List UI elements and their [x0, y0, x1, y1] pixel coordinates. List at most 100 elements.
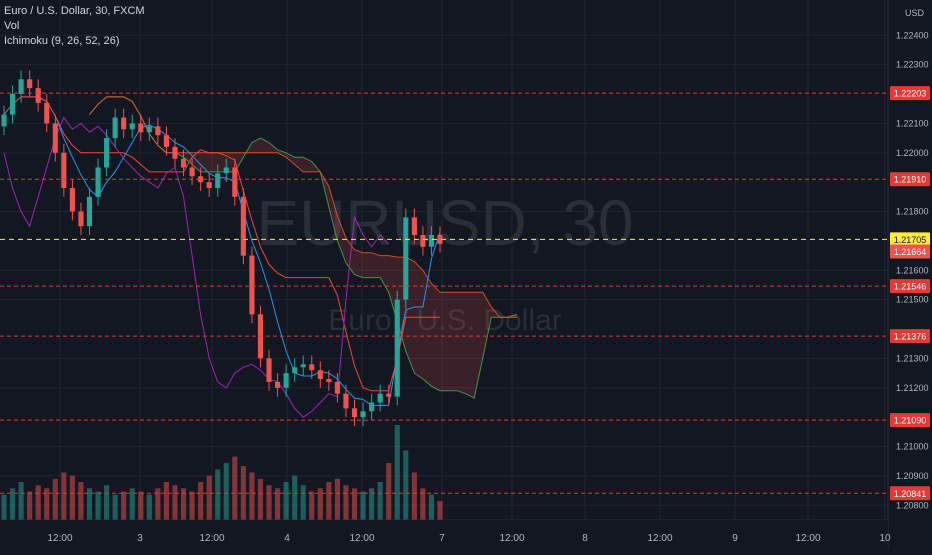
level-price-badge: 1.21546 — [894, 282, 927, 292]
candle-body — [138, 123, 144, 133]
volume-bar — [223, 463, 229, 520]
time-tick-label: 10 — [879, 533, 891, 544]
volume-bar — [428, 494, 435, 520]
volume-bar — [351, 488, 358, 520]
candle-body — [283, 373, 289, 388]
volume-bar — [249, 472, 255, 520]
volume-bar — [27, 491, 33, 520]
candle-body — [155, 126, 161, 136]
candle-body — [61, 152, 67, 189]
level-price-badge: 1.21090 — [894, 416, 927, 426]
candle-body — [223, 167, 229, 174]
volume-bar — [189, 491, 195, 520]
candle-body — [240, 196, 246, 256]
time-tick-label: 12:00 — [47, 533, 72, 544]
candle-body — [360, 411, 366, 418]
chart-legend: Euro / U.S. Dollar, 30, FXCM Vol Ichimok… — [4, 4, 145, 49]
symbol-label[interactable]: Euro / U.S. Dollar, 30, FXCM — [4, 5, 145, 17]
time-tick-label: 7 — [439, 533, 445, 544]
time-tick-label: 12:00 — [349, 533, 374, 544]
candle-body — [394, 299, 400, 397]
volume-bar — [112, 494, 118, 520]
candle-body — [317, 370, 323, 379]
volume-bar — [411, 472, 417, 520]
level-price-badge-bg — [890, 279, 930, 294]
candle-body — [249, 255, 255, 315]
volume-bar — [300, 485, 306, 520]
time-axis-bg — [0, 520, 888, 550]
candle-body — [377, 393, 383, 403]
candle-body — [266, 358, 272, 382]
time-tick-label: 12:00 — [647, 533, 672, 544]
volume-bar — [292, 475, 298, 520]
volume-indicator-label[interactable]: Vol — [4, 20, 20, 32]
candle-body — [428, 235, 435, 247]
ichimoku-indicator-label[interactable]: Ichimoku (9, 26, 52, 26) — [4, 35, 120, 47]
volume-bar — [146, 494, 152, 520]
candle-body — [309, 364, 315, 371]
candle-body — [163, 135, 169, 147]
currency-label: USD — [905, 8, 925, 18]
time-tick-label: 8 — [582, 533, 588, 544]
current-price-badge: 1.21705 — [894, 235, 927, 245]
price-tick-label: 1.22000 — [896, 148, 929, 158]
volume-bar — [61, 472, 67, 520]
candle-body — [215, 173, 221, 189]
candle-body — [146, 126, 152, 133]
candle-body — [351, 408, 358, 418]
price-axis: 1.22400 1.22300 1.22100 1.22000 1.21800 1.216… — [887, 0, 930, 550]
volume-bar — [95, 491, 101, 520]
candle-body — [189, 167, 195, 177]
level-price-badge-bg — [890, 172, 930, 187]
candle-body — [180, 158, 187, 168]
candle-body — [78, 211, 84, 227]
volume-bar — [1, 494, 7, 520]
price-tick-label: 1.20800 — [896, 500, 929, 510]
price-tick-label: 1.21200 — [896, 383, 929, 393]
volume-bar — [232, 456, 238, 520]
candle-body — [1, 114, 7, 127]
level-price-badge-bg — [890, 86, 930, 101]
volume-bar — [35, 485, 41, 520]
candles — [1, 70, 443, 426]
candle-body — [437, 235, 443, 244]
price-tick-label: 1.20900 — [896, 471, 929, 481]
cloud-fill — [89, 96, 517, 399]
volume-bar — [9, 488, 16, 520]
time-tick-label: 12:00 — [199, 533, 224, 544]
time-tick-label: 9 — [732, 533, 738, 544]
volume-bar — [180, 488, 187, 520]
tenkan-sen-line — [3, 96, 441, 406]
volume-bar — [343, 485, 349, 520]
kijun-sen-line — [3, 96, 440, 392]
candle-body — [112, 117, 118, 139]
horizontal-levels — [0, 92, 888, 494]
time-axis: 12:00 3 12:00 4 12:00 7 12:00 8 12:00 9 12:00 10 — [0, 519, 891, 550]
candle-body — [411, 217, 417, 236]
level-price-badge-bg — [890, 486, 930, 501]
candle-body — [95, 167, 101, 197]
price-tick-label: 1.21800 — [896, 207, 929, 217]
volume-bar — [206, 475, 212, 520]
volume-bar — [104, 485, 110, 520]
volume-bar — [44, 488, 50, 520]
candle-body — [104, 138, 110, 168]
level-price-badge: 1.22203 — [894, 89, 927, 99]
volume-bar — [275, 488, 281, 520]
price-tick-label: 1.22100 — [896, 118, 929, 128]
volume-bar — [386, 463, 392, 520]
volume-bar — [138, 491, 144, 520]
candle-body — [86, 196, 93, 227]
volume-bar — [309, 491, 315, 520]
level-price-badge: 1.20841 — [894, 489, 927, 499]
candle-body — [343, 393, 349, 409]
lead-span-b-line — [89, 96, 517, 318]
candle-body — [369, 402, 375, 412]
level-price-badge: 1.21910 — [894, 175, 927, 185]
candle-body — [129, 123, 135, 130]
volume-bar — [360, 491, 366, 520]
volume-bar — [69, 475, 75, 520]
volume-bar — [317, 488, 323, 520]
